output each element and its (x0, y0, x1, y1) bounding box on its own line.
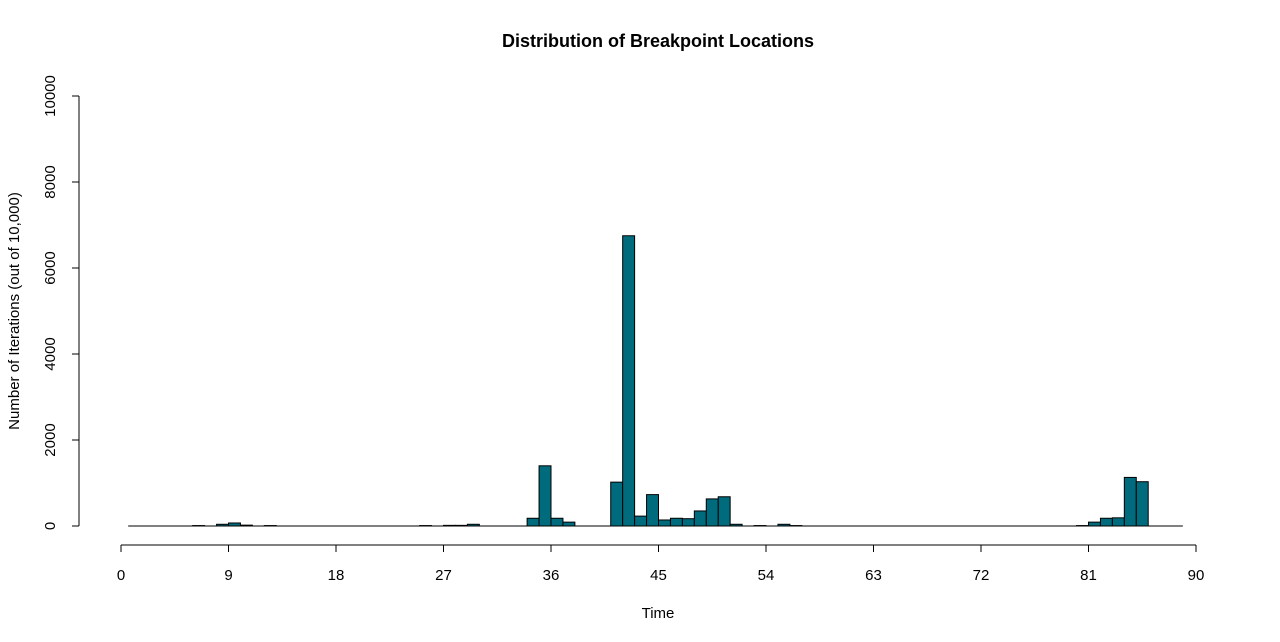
bar-t49 (693, 510, 707, 527)
x-tick-label-36: 36 (543, 567, 560, 584)
bar-t38 (562, 521, 576, 527)
bar-t42 (610, 481, 624, 527)
bar-t43 (622, 235, 636, 527)
x-tick-label-45: 45 (650, 567, 667, 584)
x-tick-label-54: 54 (758, 567, 775, 584)
bar-t48 (681, 518, 695, 527)
bar-t35 (526, 517, 540, 527)
x-tick-label-27: 27 (435, 567, 452, 584)
y-tick-label-8000: 8000 (42, 165, 59, 198)
bar-t36 (538, 465, 552, 527)
x-tick-label-72: 72 (973, 567, 990, 584)
y-tick-label-10000: 10000 (42, 75, 59, 117)
bar-t44 (634, 515, 648, 527)
y-tick-label-2000: 2000 (42, 423, 59, 456)
x-axis: 0 9 18 27 36 45 54 63 72 81 90 (117, 544, 1205, 584)
bar-t83 (1099, 517, 1113, 527)
bars-group (192, 235, 1149, 527)
bar-t86 (1135, 481, 1149, 527)
bar-t51 (717, 496, 731, 527)
bar-t47 (669, 517, 683, 527)
y-axis: 0 2000 4000 6000 8000 10000 (42, 75, 80, 530)
x-axis-label: Time (642, 605, 675, 622)
x-tick-label-0: 0 (117, 567, 125, 584)
y-tick-label-4000: 4000 (42, 337, 59, 370)
y-tick-label-0: 0 (42, 522, 59, 530)
bar-t45 (646, 494, 659, 527)
x-tick-label-63: 63 (865, 567, 882, 584)
bar-t46 (658, 519, 671, 527)
bar-t85 (1123, 476, 1137, 527)
x-tick-label-18: 18 (328, 567, 345, 584)
y-tick-label-6000: 6000 (42, 251, 59, 284)
chart-title: Distribution of Breakpoint Locations (502, 31, 814, 51)
y-axis-label: Number of Iterations (out of 10,000) (6, 192, 23, 430)
x-tick-label-81: 81 (1080, 567, 1097, 584)
x-tick-label-9: 9 (224, 567, 232, 584)
bar-t50 (705, 498, 719, 527)
bar-t37 (550, 517, 564, 527)
bar-t82 (1088, 521, 1101, 527)
bar-t84 (1111, 517, 1125, 527)
x-tick-label-90: 90 (1188, 567, 1205, 584)
